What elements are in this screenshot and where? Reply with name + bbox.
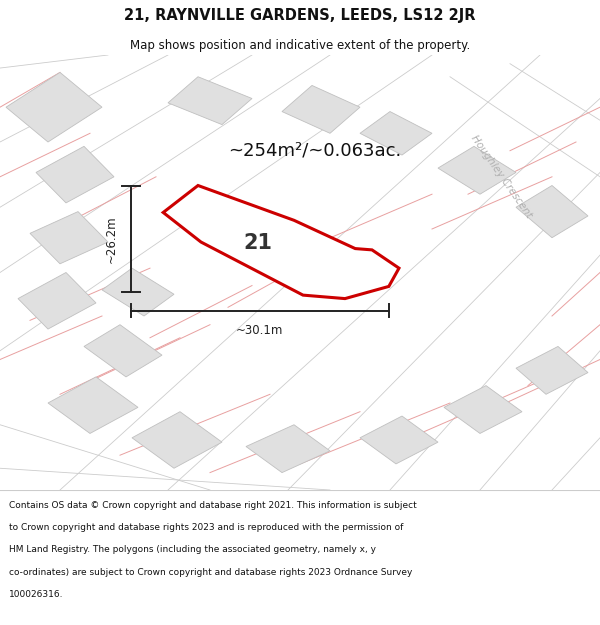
Polygon shape — [438, 146, 516, 194]
Polygon shape — [30, 212, 108, 264]
Polygon shape — [36, 146, 114, 203]
Text: 21: 21 — [244, 233, 272, 253]
Polygon shape — [48, 377, 138, 434]
Polygon shape — [163, 186, 399, 299]
Text: co-ordinates) are subject to Crown copyright and database rights 2023 Ordnance S: co-ordinates) are subject to Crown copyr… — [9, 568, 412, 577]
Polygon shape — [84, 325, 162, 377]
Polygon shape — [444, 386, 522, 434]
Polygon shape — [132, 412, 222, 468]
Text: ~254m²/~0.063ac.: ~254m²/~0.063ac. — [228, 142, 401, 160]
Text: to Crown copyright and database rights 2023 and is reproduced with the permissio: to Crown copyright and database rights 2… — [9, 523, 403, 532]
Text: Contains OS data © Crown copyright and database right 2021. This information is : Contains OS data © Crown copyright and d… — [9, 501, 417, 510]
Polygon shape — [516, 186, 588, 238]
Polygon shape — [360, 111, 432, 155]
Polygon shape — [168, 77, 252, 124]
Polygon shape — [282, 86, 360, 133]
Text: Houghley Crescent: Houghley Crescent — [469, 134, 533, 220]
Polygon shape — [102, 268, 174, 316]
Polygon shape — [246, 425, 330, 472]
Text: ~30.1m: ~30.1m — [236, 324, 283, 337]
Text: Map shows position and indicative extent of the property.: Map shows position and indicative extent… — [130, 39, 470, 51]
Text: 21, RAYNVILLE GARDENS, LEEDS, LS12 2JR: 21, RAYNVILLE GARDENS, LEEDS, LS12 2JR — [124, 8, 476, 23]
Polygon shape — [516, 346, 588, 394]
Polygon shape — [6, 72, 102, 142]
Polygon shape — [360, 416, 438, 464]
Text: ~26.2m: ~26.2m — [104, 215, 118, 262]
Text: HM Land Registry. The polygons (including the associated geometry, namely x, y: HM Land Registry. The polygons (includin… — [9, 546, 376, 554]
Text: 100026316.: 100026316. — [9, 590, 64, 599]
Polygon shape — [18, 272, 96, 329]
